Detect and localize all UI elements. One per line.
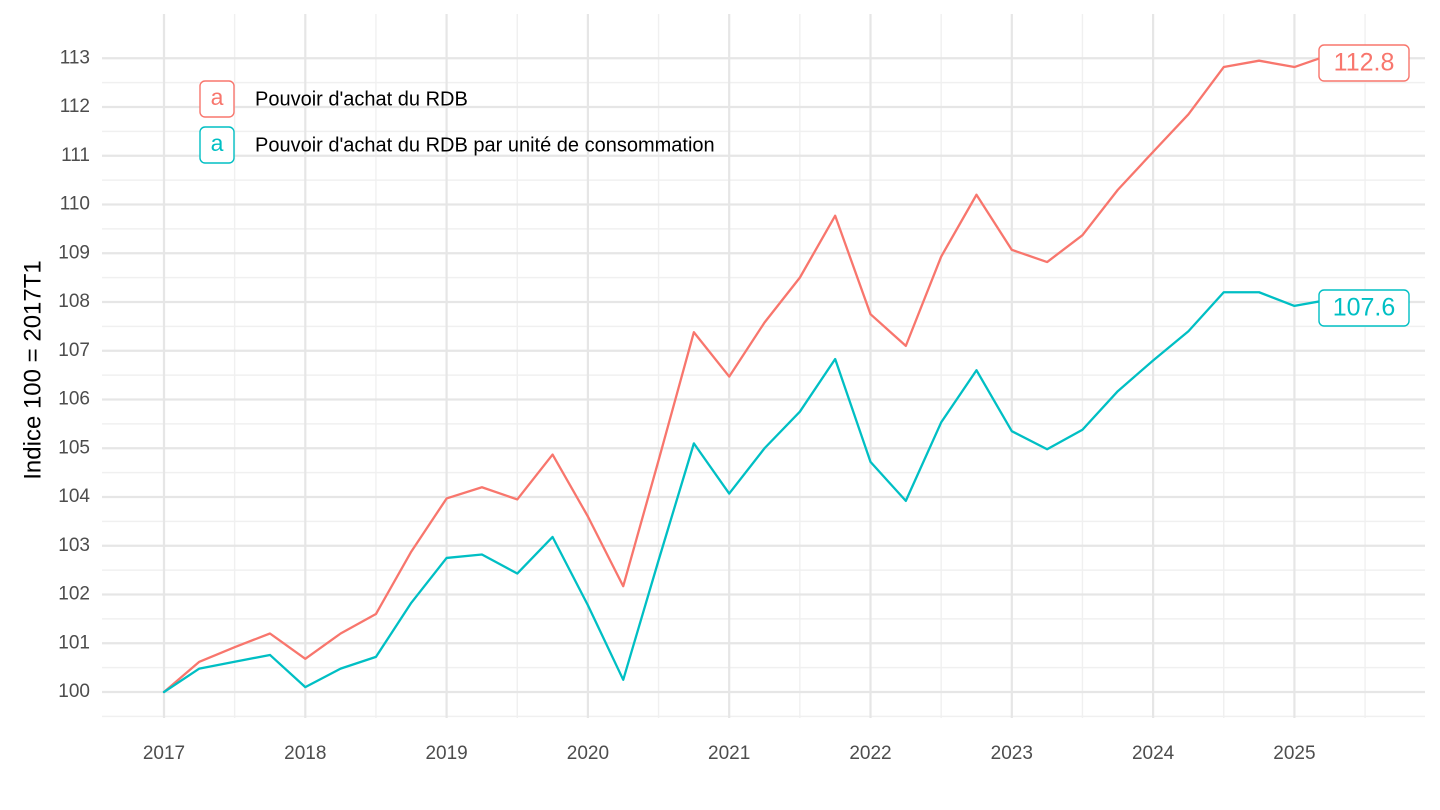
x-tick-label: 2017 (143, 743, 185, 764)
x-tick-label: 2022 (849, 743, 891, 764)
y-tick-label: 101 (58, 632, 90, 653)
legend: a Pouvoir d'achat du RDB a Pouvoir d'achat … (199, 80, 715, 164)
end-label-box (1318, 44, 1410, 82)
x-tick-label: 2018 (284, 743, 326, 764)
y-tick-label: 110 (60, 194, 90, 215)
x-tick-label: 2020 (567, 743, 609, 764)
end-label-value: 107.6 (1333, 294, 1396, 322)
legend-item-1: a Pouvoir d'achat du RDB (199, 80, 468, 118)
y-axis-label: Indice 100 = 2017T1 (19, 260, 46, 480)
legend-key-box (199, 126, 235, 164)
end-label-1: 112.8 (1318, 44, 1410, 82)
x-axis-tick-labels: 2017 2018 2019 2020 2021 2022 2023 2024 2025 (143, 743, 1316, 764)
legend-key-glyph: a (211, 130, 224, 156)
y-tick-label: 107 (58, 340, 90, 361)
y-tick-label: 112 (60, 96, 90, 117)
x-tick-label: 2025 (1273, 743, 1315, 764)
x-tick-label: 2021 (708, 743, 750, 764)
series-line-1 (162, 53, 1331, 694)
y-tick-label: 105 (58, 437, 90, 458)
x-tick-label: 2024 (1132, 743, 1175, 764)
x-tick-label: 2023 (991, 743, 1033, 764)
major-gridlines (102, 14, 1425, 718)
end-label-box (1318, 289, 1410, 327)
y-tick-label: 113 (60, 47, 90, 68)
end-label-2: 107.6 (1318, 289, 1410, 327)
minor-gridlines (102, 14, 1425, 718)
series-line-2 (162, 291, 1331, 694)
legend-item-2: a Pouvoir d'achat du RDB par unité de con… (199, 126, 715, 164)
legend-label: Pouvoir d'achat du RDB par unité de cons… (255, 134, 715, 156)
end-label-value: 112.8 (1334, 49, 1395, 77)
series-lines (162, 53, 1331, 694)
y-tick-label: 100 (58, 681, 90, 702)
y-tick-label: 102 (58, 584, 90, 605)
y-tick-label: 106 (58, 389, 90, 410)
y-tick-label: 103 (58, 535, 90, 556)
y-tick-label: 111 (61, 145, 90, 166)
y-tick-label: 109 (58, 242, 90, 263)
end-labels: 112.8 107.6 (1318, 44, 1410, 327)
legend-label: Pouvoir d'achat du RDB (255, 88, 468, 110)
y-axis-tick-labels: 100 101 102 103 104 105 106 107 108 109 110 111 112 1… (58, 47, 90, 702)
x-tick-label: 2019 (425, 743, 467, 764)
y-tick-label: 104 (58, 486, 90, 507)
y-tick-label: 108 (58, 291, 90, 312)
legend-key-glyph: a (211, 84, 224, 110)
legend-key-box (199, 80, 235, 118)
